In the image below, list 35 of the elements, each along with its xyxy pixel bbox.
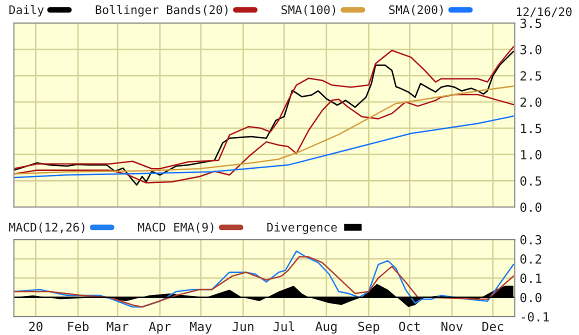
x-tick-label: Aug	[315, 322, 337, 334]
x-tick-label: Apr	[148, 322, 171, 334]
y-tick-label: 2.0	[520, 97, 542, 107]
x-tick-label: Oct	[399, 322, 420, 332]
x-tick-label: Nov	[442, 322, 463, 332]
text: 12/16/20	[516, 7, 572, 18]
y-tick-label: 3.5	[520, 18, 542, 28]
x-tick-label: Dec	[482, 322, 504, 332]
legend-label: SMA(200)	[389, 5, 443, 16]
legend-label: Bollinger Bands(20)	[96, 4, 228, 17]
line-series	[14, 115, 514, 178]
legend-label: SMA(100)	[282, 5, 336, 16]
y-tick-label: 0.2	[520, 254, 542, 264]
y-tick-label: -0.1	[522, 312, 549, 322]
x-tick-label: Sep	[358, 322, 380, 334]
legend-label: Daily	[9, 4, 44, 16]
legend-label: Divergence	[267, 222, 337, 234]
x-tick-label: May	[190, 322, 212, 334]
y-tick-label: 1.0	[521, 150, 542, 160]
line-series	[14, 85, 514, 175]
y-tick-label: 0.3	[520, 235, 542, 244]
x-tick-label: 20	[29, 322, 42, 332]
x-tick-label: Mar	[106, 322, 128, 332]
y-tick-label: 2.5	[520, 71, 542, 81]
y-tick-label: 1.5	[521, 124, 542, 134]
y-tick-label: 0.1	[520, 274, 542, 284]
y-tick-label: 3.0	[520, 44, 542, 54]
y-tick-label: 0.0	[520, 292, 542, 302]
y-tick-label: 0.5	[520, 176, 542, 186]
x-tick-label: Feb	[68, 322, 89, 332]
x-tick-label: Jul	[273, 321, 294, 332]
x-tick-label: Jun	[232, 322, 254, 332]
legend-label: MACD EMA(9)	[138, 222, 214, 234]
legend-label: MACD(12,26)	[9, 222, 84, 234]
y-tick-label: 0.0	[520, 202, 542, 212]
